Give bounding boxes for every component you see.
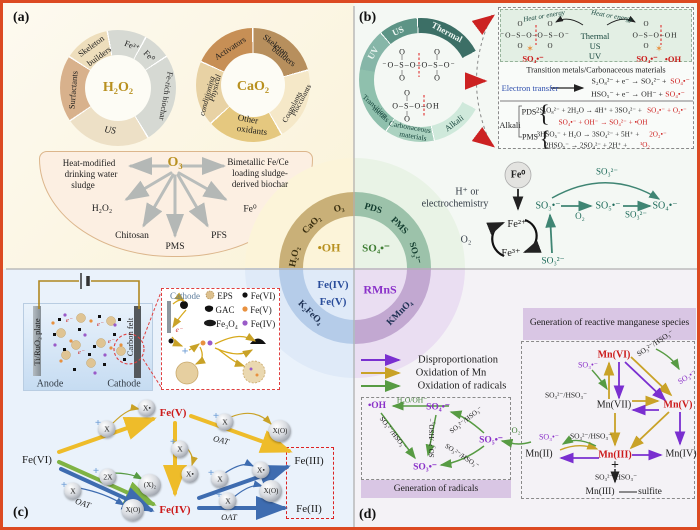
mn-species-header: Generation of reactive manganese species [523,308,696,340]
cathode-legend-box [161,288,280,390]
panel-d-letter: (d) [359,507,377,522]
cao2-donut-hole [221,53,285,117]
panel-b-letter: (b) [359,10,377,25]
central-circle-inner [303,216,407,320]
thermal-activation-box [500,9,692,62]
radicals-box [361,397,511,480]
mn-species-box [521,341,695,499]
h2o2-donut-hole [85,55,151,121]
cathode-electrode [134,306,141,378]
radicals-footer: Generation of radicals [361,480,511,498]
panel-c-letter: (c) [13,505,29,520]
activation-ring-hole [374,33,468,127]
anode-electrode [33,306,41,376]
fe3-fe2-highlight-box [286,447,334,519]
panel-a-letter: (a) [13,10,30,25]
